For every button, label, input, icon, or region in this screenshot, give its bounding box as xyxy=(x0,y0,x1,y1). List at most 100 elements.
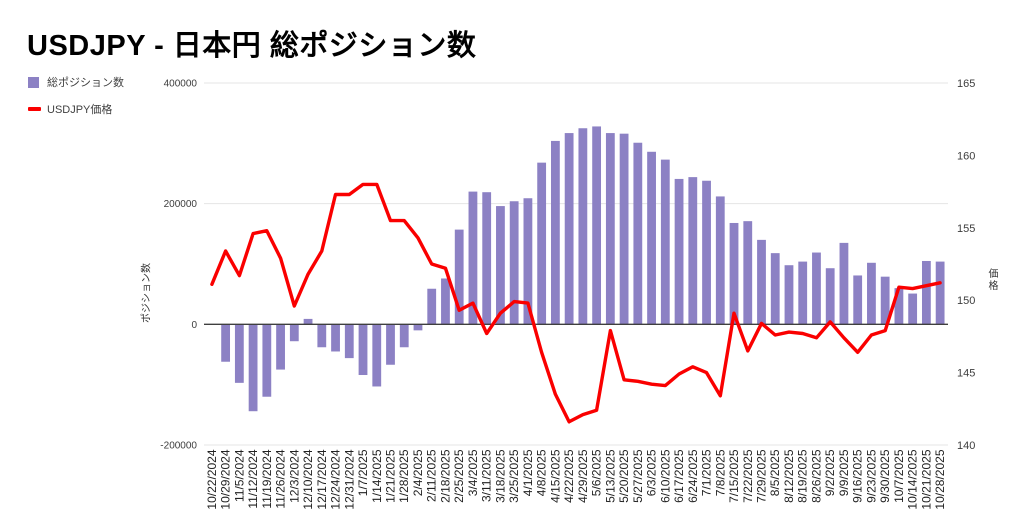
position-bar xyxy=(276,324,285,370)
position-bar xyxy=(358,324,368,376)
position-bar xyxy=(660,159,670,325)
x-axis-tick-label: 12/10/2024 xyxy=(301,449,315,509)
position-bar xyxy=(372,324,382,387)
x-axis-tick-label: 6/3/2025 xyxy=(645,449,659,496)
position-bar xyxy=(605,133,615,325)
position-bar xyxy=(413,324,423,331)
y-axis-tick-label-right: 165 xyxy=(957,78,975,90)
x-axis-tick-label: 10/29/2024 xyxy=(219,449,233,509)
x-axis-tick-label: 2/4/2025 xyxy=(411,449,425,496)
position-bar xyxy=(839,242,849,325)
position-bar xyxy=(482,192,492,325)
x-axis-tick-label: 7/22/2025 xyxy=(741,449,755,503)
position-bar xyxy=(674,178,684,325)
x-axis-tick-label: 8/12/2025 xyxy=(782,449,796,503)
x-axis-tick-label: 1/7/2025 xyxy=(356,449,370,496)
x-axis-tick-label: 10/7/2025 xyxy=(892,449,906,503)
line-series-label: USDJPY価格 xyxy=(47,104,113,116)
position-bar xyxy=(908,293,918,325)
position-bar xyxy=(289,324,299,342)
position-bar xyxy=(921,260,931,325)
position-bar xyxy=(344,324,354,359)
x-axis-tick-label: 2/11/2025 xyxy=(425,449,439,502)
x-axis-tick-label: 12/31/2024 xyxy=(342,449,356,509)
x-axis-tick-label: 7/8/2025 xyxy=(713,449,727,496)
position-bar xyxy=(234,324,244,383)
position-bar xyxy=(715,196,725,325)
position-bar xyxy=(770,253,780,325)
x-axis-tick-label: 9/23/2025 xyxy=(864,449,878,503)
position-bar xyxy=(757,239,766,325)
position-bar xyxy=(633,142,643,325)
position-bar xyxy=(743,221,753,325)
x-axis-tick-label: 9/2/2025 xyxy=(823,449,837,496)
y-axis-tick-label-right: 145 xyxy=(957,368,975,380)
x-axis-tick-label: 9/30/2025 xyxy=(878,449,892,503)
position-bar xyxy=(496,206,505,325)
legend-item-price[interactable]: USDJPY価格 xyxy=(28,101,124,117)
x-axis-tick-label: 4/22/2025 xyxy=(562,449,576,503)
position-bar xyxy=(894,288,904,325)
position-bar xyxy=(221,324,231,362)
position-bar xyxy=(867,262,876,325)
position-bar xyxy=(550,140,560,325)
x-axis-tick-label: 4/8/2025 xyxy=(535,449,549,496)
x-axis-tick-label: 1/14/2025 xyxy=(370,449,384,503)
x-axis-tick-label: 2/25/2025 xyxy=(452,449,466,503)
position-bar xyxy=(688,177,698,325)
x-axis-tick-label: 8/5/2025 xyxy=(768,449,782,496)
position-bar xyxy=(825,268,835,325)
x-axis-tick-label: 11/19/2024 xyxy=(260,449,274,508)
position-bar xyxy=(702,180,711,325)
position-bar xyxy=(647,151,656,325)
position-bar xyxy=(578,128,588,325)
x-axis-tick-label: 6/17/2025 xyxy=(672,449,686,503)
y-axis-tick-label-right: 150 xyxy=(957,295,975,307)
right-axis-title: 価格 xyxy=(986,268,997,292)
position-bar xyxy=(509,201,519,325)
x-axis-tick-label: 5/6/2025 xyxy=(590,449,604,496)
position-bar xyxy=(331,324,340,352)
position-bar xyxy=(523,198,533,325)
x-axis-tick-label: 5/13/2025 xyxy=(603,449,617,503)
x-axis-tick-label: 10/28/2025 xyxy=(933,449,947,509)
x-axis-tick-label: 1/21/2025 xyxy=(384,449,398,503)
x-axis-tick-label: 4/15/2025 xyxy=(548,449,562,503)
x-axis-tick-label: 7/1/2025 xyxy=(700,449,714,496)
position-bar xyxy=(386,324,395,365)
price-line xyxy=(210,182,942,424)
y-axis-tick-label-right: 140 xyxy=(957,440,975,452)
y-axis-tick-label-left: 0 xyxy=(191,320,197,331)
position-bar xyxy=(564,133,574,325)
position-bar xyxy=(619,133,629,325)
legend: 総ポジション数 USDJPY価格 xyxy=(28,74,124,128)
position-bar xyxy=(880,276,890,325)
position-bar xyxy=(427,288,437,325)
bar-series-label: 総ポジション数 xyxy=(47,77,124,89)
x-axis-tick-label: 3/4/2025 xyxy=(466,449,480,496)
x-axis-tick-label: 10/21/2025 xyxy=(919,449,933,509)
x-axis-tick-label: 9/16/2025 xyxy=(851,449,865,503)
x-axis-tick-label: 1/28/2025 xyxy=(397,449,411,503)
x-axis-tick-label: 12/17/2024 xyxy=(315,449,329,509)
x-axis-tick-label: 4/29/2025 xyxy=(576,449,590,503)
x-axis-tick-label: 7/15/2025 xyxy=(727,449,741,503)
y-axis-tick-label-left: 400000 xyxy=(164,79,198,90)
position-bar xyxy=(317,324,327,348)
position-bar xyxy=(303,318,313,325)
legend-item-positions[interactable]: 総ポジション数 xyxy=(28,74,124,90)
x-axis-tick-label: 2/18/2025 xyxy=(439,449,453,503)
bar-series-swatch xyxy=(28,76,39,88)
x-axis-tick-label: 5/27/2025 xyxy=(631,449,645,503)
position-bar xyxy=(399,324,409,348)
position-bar xyxy=(537,162,547,325)
y-axis-tick-label-left: -200000 xyxy=(160,441,197,452)
x-axis-tick-label: 11/5/2024 xyxy=(232,449,246,502)
x-axis-tick-label: 3/11/2025 xyxy=(480,449,494,502)
line-series-swatch xyxy=(28,107,41,111)
y-axis-tick-label-left: 200000 xyxy=(164,199,198,210)
x-axis-tick-label: 8/26/2025 xyxy=(810,449,824,503)
position-bar xyxy=(441,278,450,325)
